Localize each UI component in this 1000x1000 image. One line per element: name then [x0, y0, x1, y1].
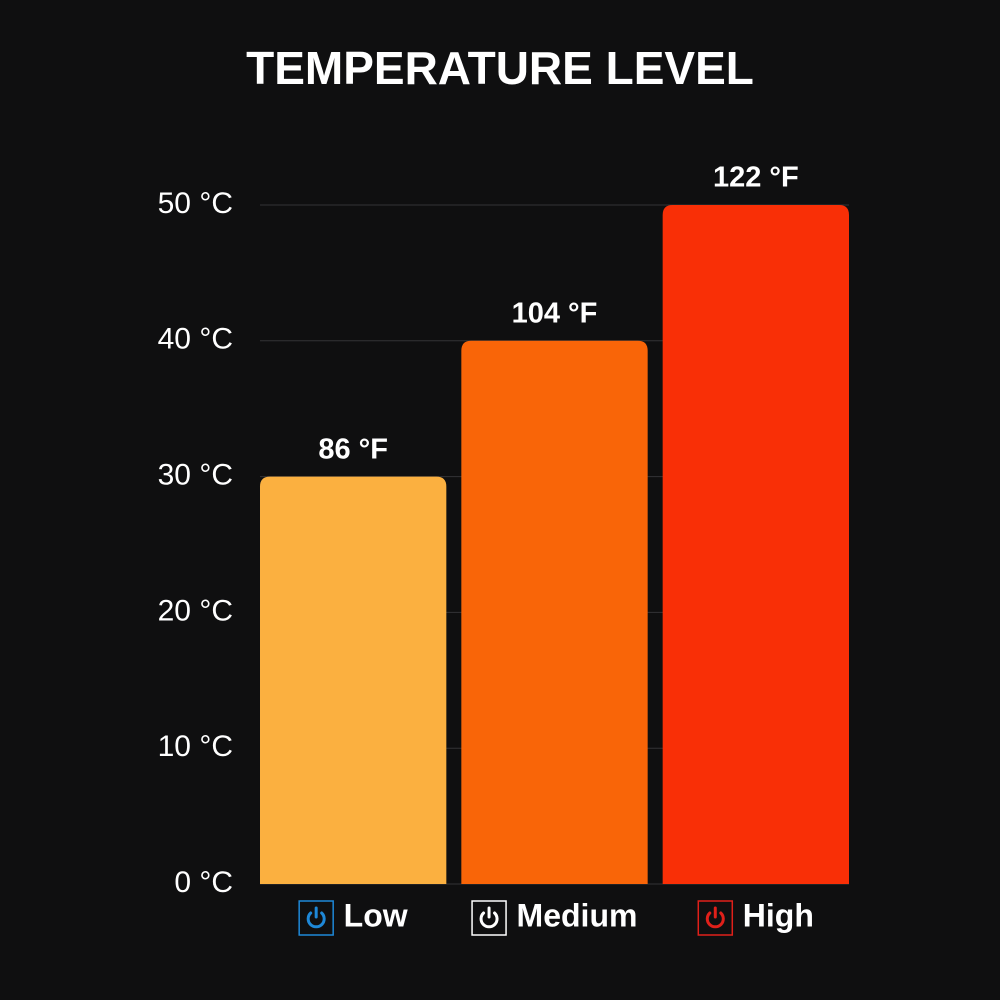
category-label-group: Medium	[471, 897, 638, 936]
value-label: 122 °F	[713, 162, 799, 194]
power-icon-box	[471, 900, 507, 936]
bar	[461, 340, 648, 884]
y-tick-label: 20 °C	[158, 594, 233, 627]
power-icon	[705, 911, 725, 929]
value-label: 86 °F	[318, 433, 388, 465]
category-label-group: Low	[298, 897, 408, 936]
x-tick-label: Medium	[517, 897, 638, 933]
chart-title: TEMPERATURE LEVEL	[246, 42, 754, 94]
y-tick-label: 0 °C	[174, 866, 233, 899]
power-icon	[479, 911, 499, 929]
x-tick-label: Low	[344, 897, 408, 933]
y-tick-label: 10 °C	[158, 730, 233, 763]
y-tick-label: 50 °C	[158, 187, 233, 220]
bar	[662, 205, 849, 884]
y-tick-label: 40 °C	[158, 323, 233, 356]
power-icon-box	[697, 900, 734, 936]
y-tick-label: 30 °C	[158, 459, 233, 492]
value-label: 104 °F	[512, 297, 598, 329]
power-icon-box	[298, 900, 334, 936]
x-tick-label: High	[743, 897, 814, 933]
power-icon	[306, 911, 326, 929]
bar	[260, 476, 447, 884]
category-label-group: High	[697, 897, 814, 936]
